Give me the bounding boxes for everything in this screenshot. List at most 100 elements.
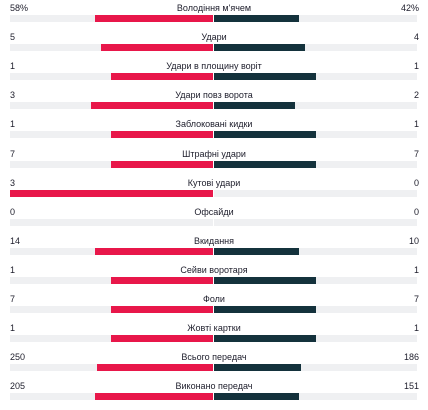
home-value: 1 [10, 323, 16, 334]
stat-label: Сейви воротаря [180, 264, 248, 275]
away-bar-track [214, 393, 417, 401]
stat-row: Сейви воротаря 1 1 [0, 265, 428, 294]
away-value: 186 [403, 352, 419, 363]
away-value: 0 [413, 177, 419, 188]
stat-label: Жовті картки [187, 323, 241, 334]
home-bar-fill [111, 276, 213, 284]
away-bar-track [214, 15, 417, 22]
home-bar-track [10, 393, 213, 401]
stat-row: Удари повз ворота 3 2 [0, 90, 428, 119]
home-bar-track [10, 218, 213, 226]
away-bar-fill [214, 131, 316, 139]
away-value: 7 [413, 148, 419, 159]
home-value: 1 [10, 264, 16, 275]
home-value: 5 [10, 32, 16, 43]
home-value: 1 [10, 119, 16, 130]
home-bar-fill [95, 15, 213, 22]
home-bar-track [10, 160, 213, 168]
home-value: 14 [10, 235, 21, 246]
stat-label: Удари повз ворота [175, 90, 253, 101]
stat-row: Вкидання 14 10 [0, 236, 428, 265]
away-bar-track [214, 131, 417, 139]
stat-row: Удари 5 4 [0, 32, 428, 61]
home-bar-fill [10, 189, 213, 197]
away-bar-fill [214, 364, 301, 372]
stat-row: Кутові удари 3 0 [0, 178, 428, 207]
stat-row: Володіння м'ячем 58% 42% [0, 3, 428, 32]
away-bar-fill [214, 306, 316, 313]
away-bar-fill [214, 247, 299, 255]
stat-label: Виконано передач [175, 381, 253, 392]
home-bar-track [10, 102, 213, 110]
stat-label: Удари [201, 32, 227, 43]
stat-label: Кутові удари [187, 177, 241, 188]
away-bar-fill [214, 15, 299, 22]
stat-label: Штрафні удари [182, 148, 246, 159]
home-bar-fill [111, 160, 213, 168]
away-value: 4 [413, 32, 419, 43]
stat-label: Володіння м'ячем [176, 3, 252, 13]
home-bar-track [10, 276, 213, 284]
home-value: 58% [10, 3, 29, 13]
away-bar-track [214, 160, 417, 168]
stat-row: Удари в площину воріт 1 1 [0, 61, 428, 90]
away-bar-track [214, 276, 417, 284]
home-bar-track [10, 189, 213, 197]
home-value: 1 [10, 61, 16, 72]
home-bar-fill [95, 247, 213, 255]
home-bar-fill [111, 335, 213, 343]
home-bar-track [10, 73, 213, 81]
away-bar-fill [214, 44, 305, 52]
home-bar-track [10, 335, 213, 343]
away-value: 2 [413, 90, 419, 101]
away-value: 0 [413, 206, 419, 217]
stat-row: Виконано передач 205 151 [0, 381, 428, 410]
home-bar-fill [111, 131, 213, 139]
away-value: 1 [413, 61, 419, 72]
stat-row: Заблоковані кидки 1 1 [0, 119, 428, 148]
home-bar-track [10, 44, 213, 52]
home-bar-track [10, 364, 213, 372]
away-bar-fill [214, 73, 316, 81]
home-bar-fill [111, 306, 213, 313]
stat-label: Всього передач [181, 352, 247, 363]
home-value: 7 [10, 294, 16, 304]
stat-label: Удари в площину воріт [166, 61, 262, 72]
stat-label: Заблоковані кидки [175, 119, 253, 130]
away-bar-track [214, 306, 417, 313]
stat-label: Фоли [203, 294, 225, 304]
away-bar-fill [214, 393, 299, 401]
home-bar-fill [95, 393, 213, 401]
away-bar-fill [214, 335, 316, 343]
home-bar-track [10, 247, 213, 255]
home-value: 0 [10, 206, 16, 217]
away-value: 151 [403, 381, 419, 392]
away-bar-track [214, 218, 417, 226]
away-value: 1 [413, 323, 419, 334]
away-value: 7 [413, 294, 419, 304]
away-bar-fill [214, 160, 316, 168]
home-bar-track [10, 306, 213, 313]
home-bar-fill [101, 44, 213, 52]
away-value: 42% [400, 3, 419, 13]
stat-row: Фоли 7 7 [0, 294, 428, 323]
stat-row: Штрафні удари 7 7 [0, 149, 428, 178]
stat-row: Всього передач 250 186 [0, 352, 428, 381]
home-bar-fill [111, 73, 213, 81]
away-bar-track [214, 73, 417, 81]
stat-label: Офсайди [194, 206, 234, 217]
away-bar-track [214, 364, 417, 372]
away-value: 1 [413, 264, 419, 275]
away-bar-track [214, 335, 417, 343]
home-value: 3 [10, 177, 16, 188]
away-value: 10 [408, 235, 419, 246]
stat-row: Жовті картки 1 1 [0, 323, 428, 352]
away-bar-fill [214, 276, 316, 284]
away-value: 1 [413, 119, 419, 130]
home-bar-fill [91, 102, 213, 110]
home-bar-fill [97, 364, 213, 372]
home-bar-track [10, 131, 213, 139]
stat-label: Вкидання [193, 235, 235, 246]
away-bar-fill [214, 102, 295, 110]
